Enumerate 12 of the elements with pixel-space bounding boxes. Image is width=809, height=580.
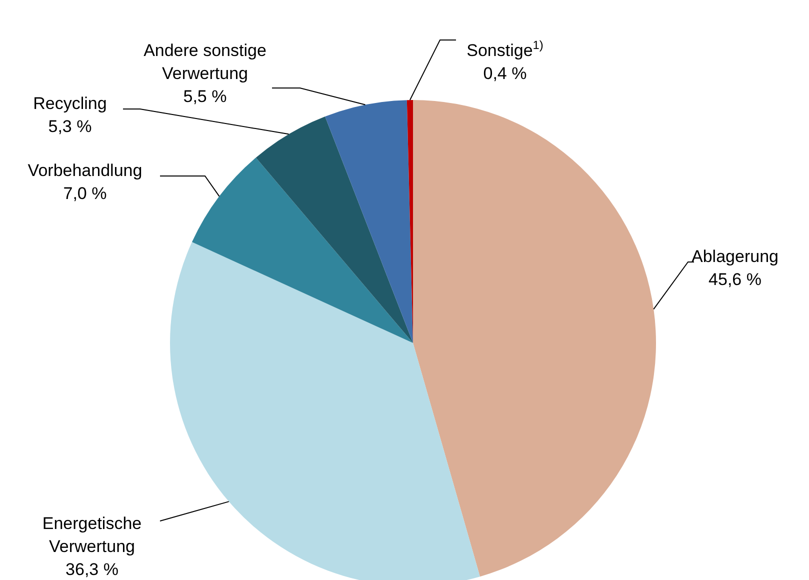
slice-label: Energetische Verwertung (42, 514, 142, 556)
slice-label: Andere sonstige Verwertung (144, 41, 266, 83)
data-label: 45,6 % (708, 270, 762, 289)
slice-label: Sonstige$^{1)}$ (466, 38, 544, 60)
slice-label: Recycling (33, 94, 107, 113)
data-label: 36,3 % (66, 560, 118, 579)
data-label: 0,4 % (483, 64, 527, 83)
data-label: 7,0 % (63, 184, 107, 203)
data-label: 5,5 % (183, 87, 227, 106)
slice-label: Vorbehandlung (28, 161, 142, 180)
slice-label: Ablagerung (692, 247, 778, 266)
data-label: 5,3 % (48, 117, 92, 136)
